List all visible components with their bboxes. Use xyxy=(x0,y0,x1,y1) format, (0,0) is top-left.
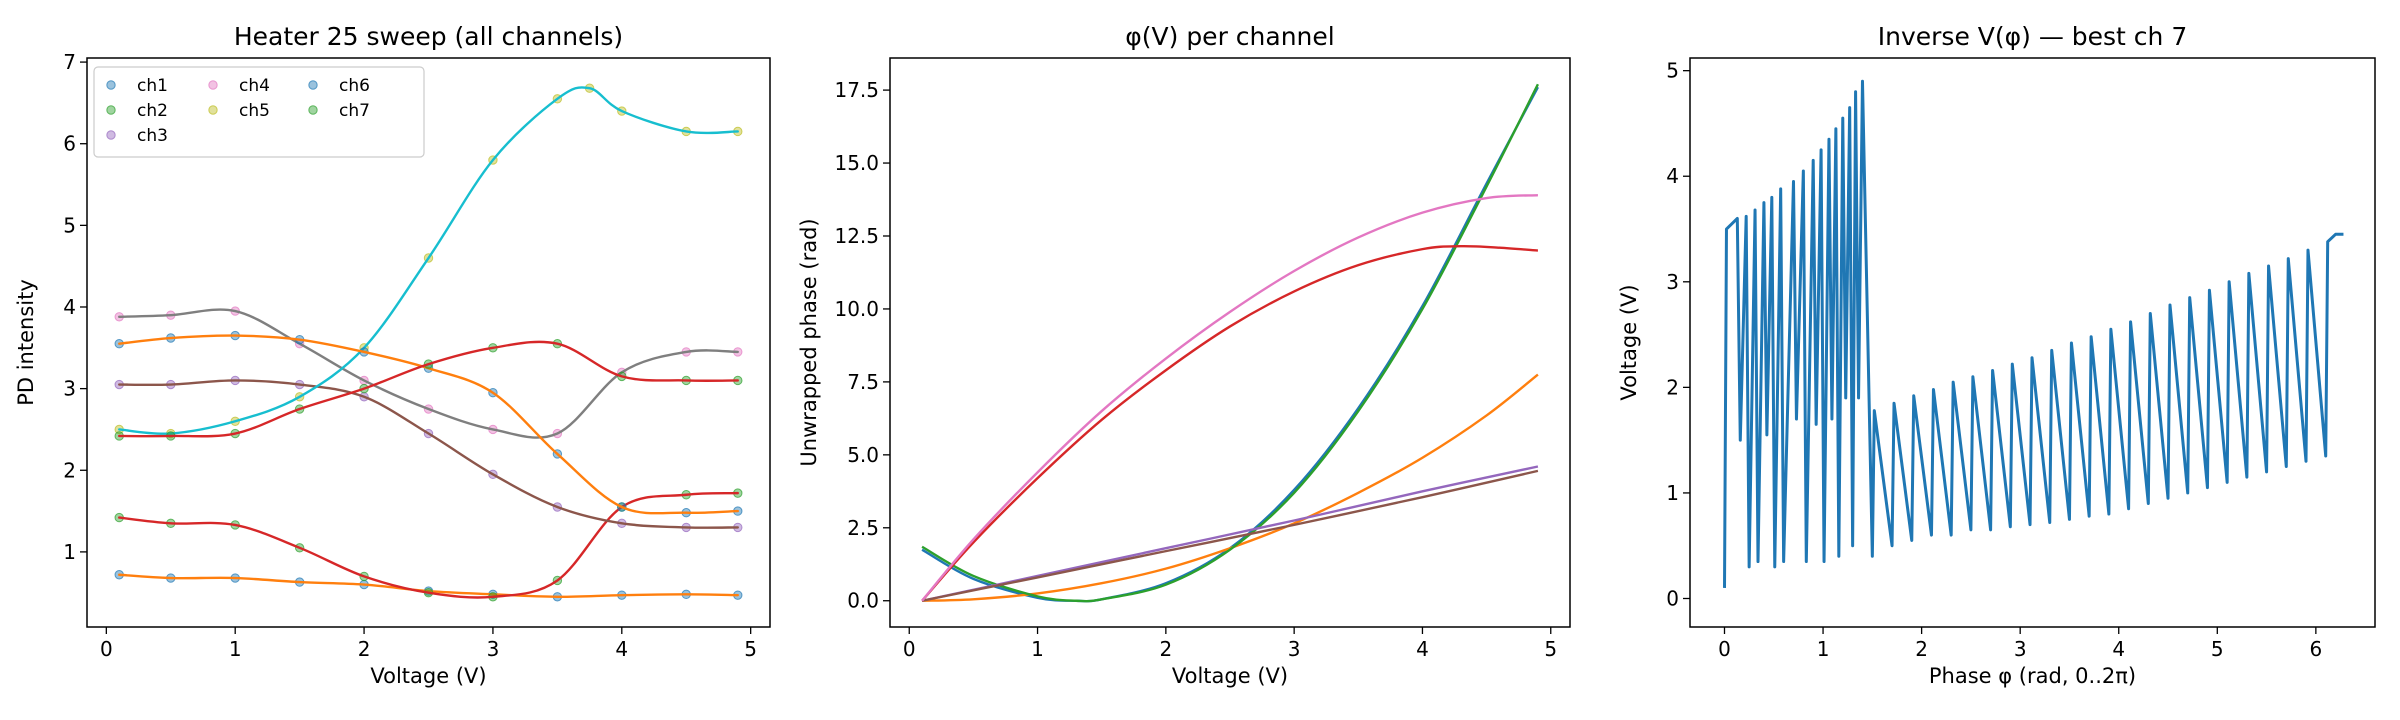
series-line-6 xyxy=(921,469,1539,602)
chart-title: Inverse V(φ) — best ch 7 xyxy=(1878,22,2188,51)
legend-marker-ch2 xyxy=(106,105,116,115)
legend-marker-ch6 xyxy=(308,80,318,90)
y-tick-label: 12.5 xyxy=(834,224,879,248)
series-line-4 xyxy=(921,244,1539,602)
axes-frame xyxy=(1689,57,2376,628)
plot-area xyxy=(1723,79,2344,588)
x-tick-label: 0 xyxy=(1718,637,1731,661)
x-tick-label: 4 xyxy=(1416,637,1429,661)
y-tick-label: 2 xyxy=(63,458,76,482)
x-tick-label: 5 xyxy=(1544,637,1557,661)
chart-title: φ(V) per channel xyxy=(1125,22,1334,51)
x-tick-label: 1 xyxy=(1031,637,1044,661)
legend: ch1 ch2 ch3 ch4 ch5 ch6 ch7 xyxy=(93,66,425,158)
y-tick-label: 4 xyxy=(1666,164,1679,188)
x-tick-label: 1 xyxy=(229,637,242,661)
series-line-5 xyxy=(921,465,1539,602)
series-line-3 xyxy=(921,83,1539,603)
x-tick-label: 3 xyxy=(487,637,500,661)
chart-title: Heater 25 sweep (all channels) xyxy=(234,22,623,51)
x-tick-label: 3 xyxy=(2014,637,2027,661)
legend-label-ch2: ch2 xyxy=(137,101,168,121)
legend-label-ch6: ch6 xyxy=(339,76,370,96)
x-axis-label: Voltage (V) xyxy=(1172,664,1288,688)
y-tick-label: 5 xyxy=(1666,59,1679,83)
y-tick-label: 0 xyxy=(1666,586,1679,610)
y-tick-label: 10.0 xyxy=(834,297,879,321)
fit-line-ch5 xyxy=(118,86,739,435)
legend-marker-ch5 xyxy=(208,105,218,115)
chart-panel-1: 0 1 2 3 4 5 1 2 3 4 5 6 7 Heater 25 sweep (all channe… xyxy=(14,22,771,688)
chart-panel-2: 0 1 2 3 4 5 0.0 2.5 5.0 7.5 10.0 12.5 15.0 17.5 φ(V) p… xyxy=(797,22,1571,688)
y-tick-label: 3 xyxy=(63,377,76,401)
legend-label-ch4: ch4 xyxy=(239,76,270,96)
legend-label-ch1: ch1 xyxy=(137,76,168,96)
y-tick-label: 3 xyxy=(1666,270,1679,294)
fit-line-ch7 xyxy=(118,340,739,438)
axes-frame xyxy=(86,57,771,628)
legend-marker-ch3 xyxy=(106,130,116,140)
x-tick-label: 4 xyxy=(2112,637,2125,661)
legend-label-ch5: ch5 xyxy=(239,101,270,121)
legend-label-ch3: ch3 xyxy=(137,126,168,146)
x-tick-label: 0 xyxy=(903,637,916,661)
y-tick-label: 1 xyxy=(1666,481,1679,505)
y-tick-label: 5.0 xyxy=(847,443,879,467)
series-line-1 xyxy=(1723,79,2344,588)
x-tick-label: 2 xyxy=(358,637,371,661)
x-tick-label: 2 xyxy=(1159,637,1172,661)
chart-panel-3: 0 1 2 3 4 5 6 0 1 2 3 4 5 Inverse V(φ) — best ch 7 Pha… xyxy=(1617,22,2376,688)
y-axis-label: Voltage (V) xyxy=(1617,284,1641,400)
plot-area xyxy=(114,83,743,602)
legend-marker-ch7 xyxy=(308,105,318,115)
x-tick-label: 2 xyxy=(1915,637,1928,661)
y-tick-label: 4 xyxy=(63,295,76,319)
x-tick-label: 6 xyxy=(2309,637,2322,661)
y-tick-label: 5 xyxy=(63,213,76,237)
x-tick-label: 3 xyxy=(1288,637,1301,661)
y-axis-label: Unwrapped phase (rad) xyxy=(797,218,821,466)
legend-label-ch7: ch7 xyxy=(339,101,370,121)
y-tick-label: 1 xyxy=(63,540,76,564)
fit-line-ch1 xyxy=(118,573,739,598)
y-tick-label: 17.5 xyxy=(834,78,879,102)
x-axis-label: Voltage (V) xyxy=(370,664,486,688)
y-axis-label: PD intensity xyxy=(14,279,38,406)
y-tick-label: 2 xyxy=(1666,375,1679,399)
x-tick-label: 4 xyxy=(615,637,628,661)
x-tick-label: 1 xyxy=(1817,637,1830,661)
fit-line-ch3 xyxy=(118,379,739,529)
legend-marker-ch1 xyxy=(106,80,116,90)
y-tick-label: 7 xyxy=(63,50,76,74)
panels: 0 1 2 3 4 5 1 2 3 4 5 6 7 Heater 25 sweep (all channe… xyxy=(14,22,2376,688)
y-tick-label: 2.5 xyxy=(847,516,879,540)
fit-line-ch4 xyxy=(118,308,739,439)
x-tick-label: 0 xyxy=(100,637,113,661)
x-tick-label: 5 xyxy=(744,637,757,661)
y-tick-label: 6 xyxy=(63,132,76,156)
legend-box xyxy=(93,66,425,158)
y-tick-label: 0.0 xyxy=(847,589,879,613)
axes-frame xyxy=(889,57,1571,628)
y-tick-label: 7.5 xyxy=(847,370,879,394)
fit-line-ch2 xyxy=(118,491,739,599)
x-tick-label: 5 xyxy=(2211,637,2224,661)
legend-marker-ch4 xyxy=(208,80,218,90)
x-axis-label: Phase φ (rad, 0..2π) xyxy=(1929,664,2136,688)
plot-area xyxy=(921,83,1539,603)
series-line-7 xyxy=(921,193,1538,602)
y-tick-label: 15.0 xyxy=(834,151,879,175)
